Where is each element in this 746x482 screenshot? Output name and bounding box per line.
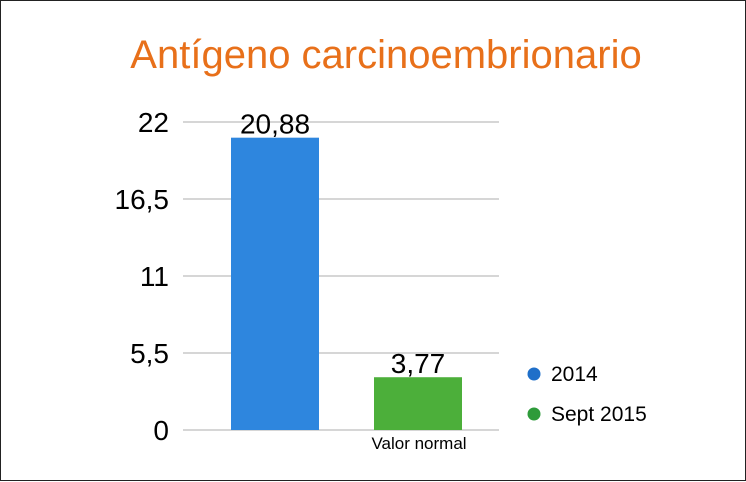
bar-sept-2015 (374, 377, 462, 430)
chart-title: Antígeno carcinoembrionario (130, 33, 641, 77)
legend-marker (527, 407, 541, 421)
bar-2014 (231, 137, 319, 430)
y-axis-ticks: 0 5,5 11 16,5 22 (115, 107, 170, 446)
y-tick-label: 5,5 (130, 338, 169, 369)
legend-label: 2014 (551, 363, 598, 386)
y-tick-label: 16,5 (115, 184, 170, 215)
y-tick-label: 0 (153, 415, 169, 446)
legend: 2014 Sept 2015 (527, 363, 647, 426)
x-tick-label: Valor normal (371, 434, 466, 453)
y-tick-label: 22 (138, 107, 169, 138)
legend-label: Sept 2015 (551, 403, 647, 426)
data-labels: 20,88 3,77 (240, 109, 445, 380)
data-label: 3,77 (391, 348, 446, 379)
bars (231, 137, 462, 430)
y-tick-label: 11 (140, 261, 169, 292)
legend-marker (527, 367, 541, 381)
data-label: 20,88 (240, 109, 310, 140)
